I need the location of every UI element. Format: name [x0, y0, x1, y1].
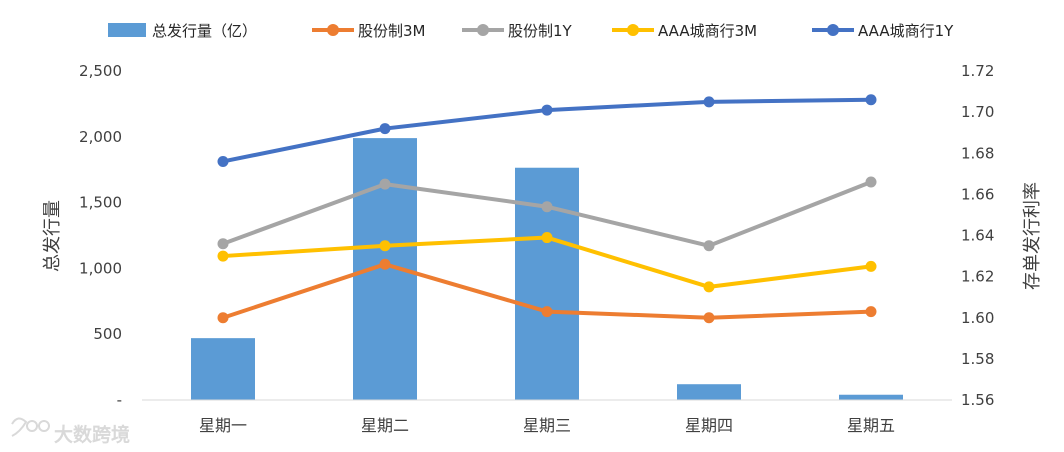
series-point — [217, 250, 229, 262]
legend-label: 股份制3M — [358, 22, 426, 40]
bar — [677, 384, 741, 400]
bar — [191, 338, 255, 400]
x-tick-label: 星期三 — [523, 416, 571, 435]
y-axis-title: 总发行量 — [42, 200, 63, 272]
series-point — [217, 155, 229, 167]
legend-item: AAA城商行3M — [612, 22, 757, 40]
series — [217, 258, 877, 324]
series-point — [541, 104, 553, 116]
legend-item: 股份制3M — [312, 22, 426, 40]
x-tick-label: 星期四 — [685, 416, 733, 435]
legend-label: AAA城商行3M — [658, 22, 757, 40]
line-series — [217, 94, 877, 324]
y2-tick-label: 1.58 — [961, 350, 994, 368]
series-point — [379, 178, 391, 190]
legend-marker — [627, 24, 639, 36]
y2-tick-label: 1.62 — [961, 268, 994, 286]
legend-item: AAA城商行1Y — [812, 22, 954, 40]
y2-tick-label: 1.72 — [961, 62, 994, 80]
series-point — [217, 238, 229, 250]
y-tick-label: 500 — [93, 325, 122, 343]
series-point — [703, 96, 715, 108]
legend-item: 股份制1Y — [462, 22, 573, 40]
bars — [191, 138, 903, 400]
legend-label: 总发行量（亿） — [152, 22, 257, 40]
x-tick-label: 星期一 — [199, 416, 247, 435]
right-axis: 1.56 1.58 1.60 1.62 1.64 1.66 1.68 1.70 1.72 — [961, 62, 994, 409]
series-point — [865, 306, 877, 318]
y2-axis-title: 存单发行利率 — [1022, 182, 1043, 290]
legend-item: 总发行量（亿） — [108, 22, 257, 40]
series-point — [541, 306, 553, 318]
y-tick-label: 1,000 — [79, 259, 122, 277]
series — [217, 94, 877, 167]
series-point — [703, 240, 715, 252]
series-point — [217, 312, 229, 324]
watermark-text: 大数跨境 — [54, 423, 130, 446]
x-axis: 星期一 星期二 星期三 星期四 星期五 — [199, 416, 895, 435]
y2-tick-label: 1.66 — [961, 185, 994, 203]
series-point — [703, 312, 715, 324]
legend-label: AAA城商行1Y — [858, 22, 954, 40]
legend-label: 股份制1Y — [508, 22, 573, 40]
series-point — [379, 123, 391, 135]
series-point — [541, 232, 553, 244]
series-point — [703, 281, 715, 293]
watermark: 大数跨境 — [11, 417, 130, 446]
series-point — [865, 176, 877, 188]
legend-marker — [827, 24, 839, 36]
y-tick-label: 2,000 — [79, 128, 122, 146]
watermark-logo-icon — [11, 417, 50, 437]
series-point — [379, 258, 391, 270]
legend-swatch — [108, 23, 146, 37]
series — [217, 232, 877, 293]
series-point — [379, 240, 391, 252]
y2-tick-label: 1.60 — [961, 309, 994, 327]
series-point — [865, 260, 877, 272]
series-point — [865, 94, 877, 106]
bar — [839, 394, 903, 400]
y2-tick-label: 1.68 — [961, 144, 994, 162]
y-tick-label: - — [117, 391, 122, 409]
legend: 总发行量（亿） 股份制3M 股份制1Y AAA城商行3M AAA城商行1Y — [108, 22, 954, 40]
series — [217, 176, 877, 252]
x-tick-label: 星期五 — [847, 416, 895, 435]
x-tick-label: 星期二 — [361, 416, 409, 435]
legend-marker — [477, 24, 489, 36]
left-axis: - 500 1,000 1,500 2,000 2,500 — [79, 62, 122, 409]
y2-tick-label: 1.64 — [961, 227, 994, 245]
y2-tick-label: 1.56 — [961, 391, 994, 409]
y-tick-label: 2,500 — [79, 62, 122, 80]
y2-tick-label: 1.70 — [961, 103, 994, 121]
y-tick-label: 1,500 — [79, 194, 122, 212]
series-point — [541, 201, 553, 213]
legend-marker — [327, 24, 339, 36]
